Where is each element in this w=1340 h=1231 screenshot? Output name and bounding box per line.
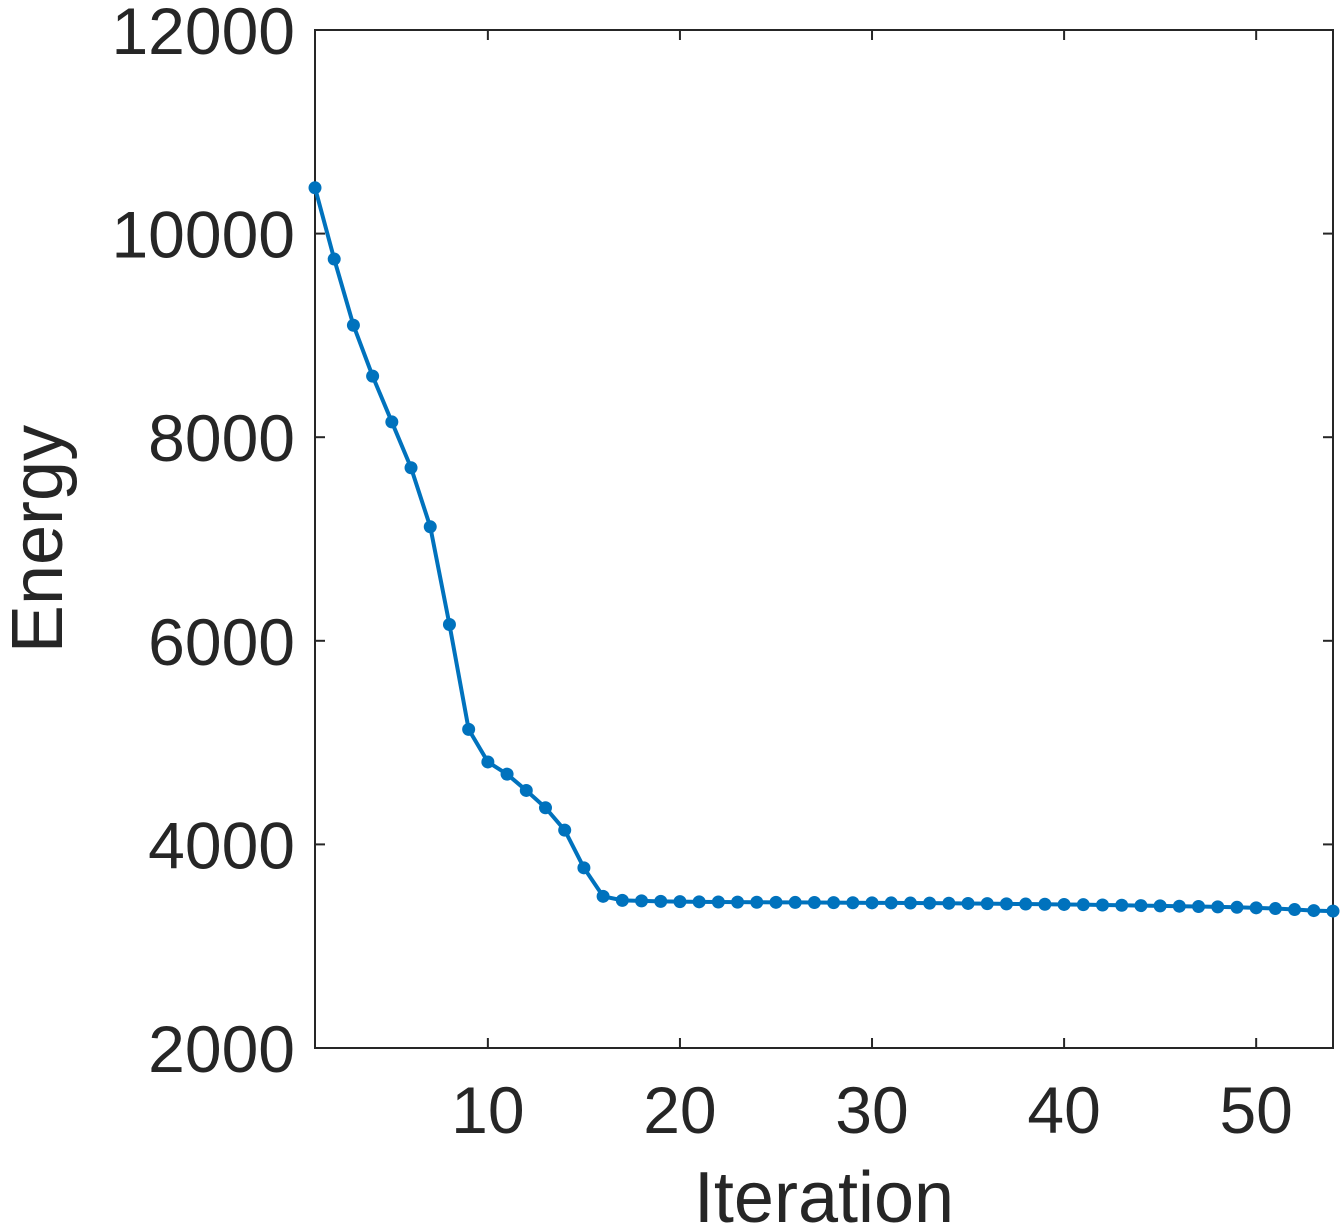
data-point bbox=[1192, 899, 1206, 913]
data-point bbox=[327, 252, 341, 266]
data-point bbox=[1153, 899, 1167, 913]
data-point bbox=[538, 801, 552, 815]
x-axis: 10 20 30 40 50 bbox=[451, 30, 1293, 1147]
x-axis-title: Iteration bbox=[694, 1158, 954, 1231]
y-tick-label: 4000 bbox=[148, 808, 295, 882]
data-point bbox=[1057, 897, 1071, 911]
y-tick-label: 10000 bbox=[111, 198, 295, 272]
x-tick-label: 50 bbox=[1219, 1073, 1292, 1147]
x-tick-label: 40 bbox=[1027, 1073, 1100, 1147]
data-point bbox=[1211, 900, 1225, 914]
data-point bbox=[827, 896, 841, 910]
data-point bbox=[635, 894, 649, 908]
series-layer bbox=[308, 181, 1340, 918]
data-point bbox=[846, 896, 860, 910]
data-point bbox=[442, 618, 456, 632]
data-point bbox=[366, 369, 380, 383]
data-point bbox=[481, 755, 495, 769]
data-point bbox=[750, 895, 764, 909]
data-point bbox=[942, 896, 956, 910]
y-axis-title: Energy bbox=[0, 425, 78, 653]
data-point bbox=[1038, 897, 1052, 911]
data-point bbox=[807, 896, 821, 910]
data-point bbox=[654, 894, 668, 908]
data-point bbox=[692, 895, 706, 909]
data-point bbox=[1019, 897, 1033, 911]
data-point bbox=[1076, 898, 1090, 912]
data-point bbox=[999, 897, 1013, 911]
data-point bbox=[731, 895, 745, 909]
data-point bbox=[558, 823, 572, 837]
data-point bbox=[865, 896, 879, 910]
data-point bbox=[961, 896, 975, 910]
y-tick-label: 12000 bbox=[111, 0, 295, 68]
data-point bbox=[385, 415, 399, 429]
data-point bbox=[673, 895, 687, 909]
x-tick-label: 10 bbox=[451, 1073, 524, 1147]
data-point bbox=[1230, 900, 1244, 914]
data-point bbox=[1307, 904, 1321, 918]
data-point bbox=[1096, 898, 1110, 912]
data-point bbox=[346, 318, 360, 332]
data-point bbox=[1115, 898, 1129, 912]
data-point bbox=[462, 722, 476, 736]
data-point bbox=[884, 896, 898, 910]
data-point bbox=[769, 895, 783, 909]
data-point bbox=[577, 861, 591, 875]
data-point bbox=[615, 893, 629, 907]
data-point bbox=[711, 895, 725, 909]
plot-area bbox=[314, 29, 1334, 1049]
x-tick-label: 30 bbox=[835, 1073, 908, 1147]
data-point bbox=[980, 897, 994, 911]
data-point bbox=[923, 896, 937, 910]
data-point bbox=[1288, 903, 1302, 917]
data-point bbox=[1249, 901, 1263, 915]
data-point bbox=[423, 520, 437, 534]
data-point bbox=[596, 889, 610, 903]
y-tick-label: 2000 bbox=[148, 1012, 295, 1086]
data-point bbox=[404, 461, 418, 475]
data-point bbox=[1172, 899, 1186, 913]
data-point bbox=[308, 181, 322, 195]
data-point bbox=[519, 783, 533, 797]
data-point bbox=[500, 767, 514, 781]
y-axis: 2000 4000 6000 8000 10000 12000 bbox=[111, 0, 1333, 1086]
y-tick-label: 6000 bbox=[148, 605, 295, 679]
data-point bbox=[903, 896, 917, 910]
data-point bbox=[1268, 902, 1282, 916]
data-point bbox=[1326, 904, 1340, 918]
y-tick-label: 8000 bbox=[148, 401, 295, 475]
data-point bbox=[1134, 899, 1148, 913]
data-point bbox=[788, 895, 802, 909]
x-tick-label: 20 bbox=[643, 1073, 716, 1147]
